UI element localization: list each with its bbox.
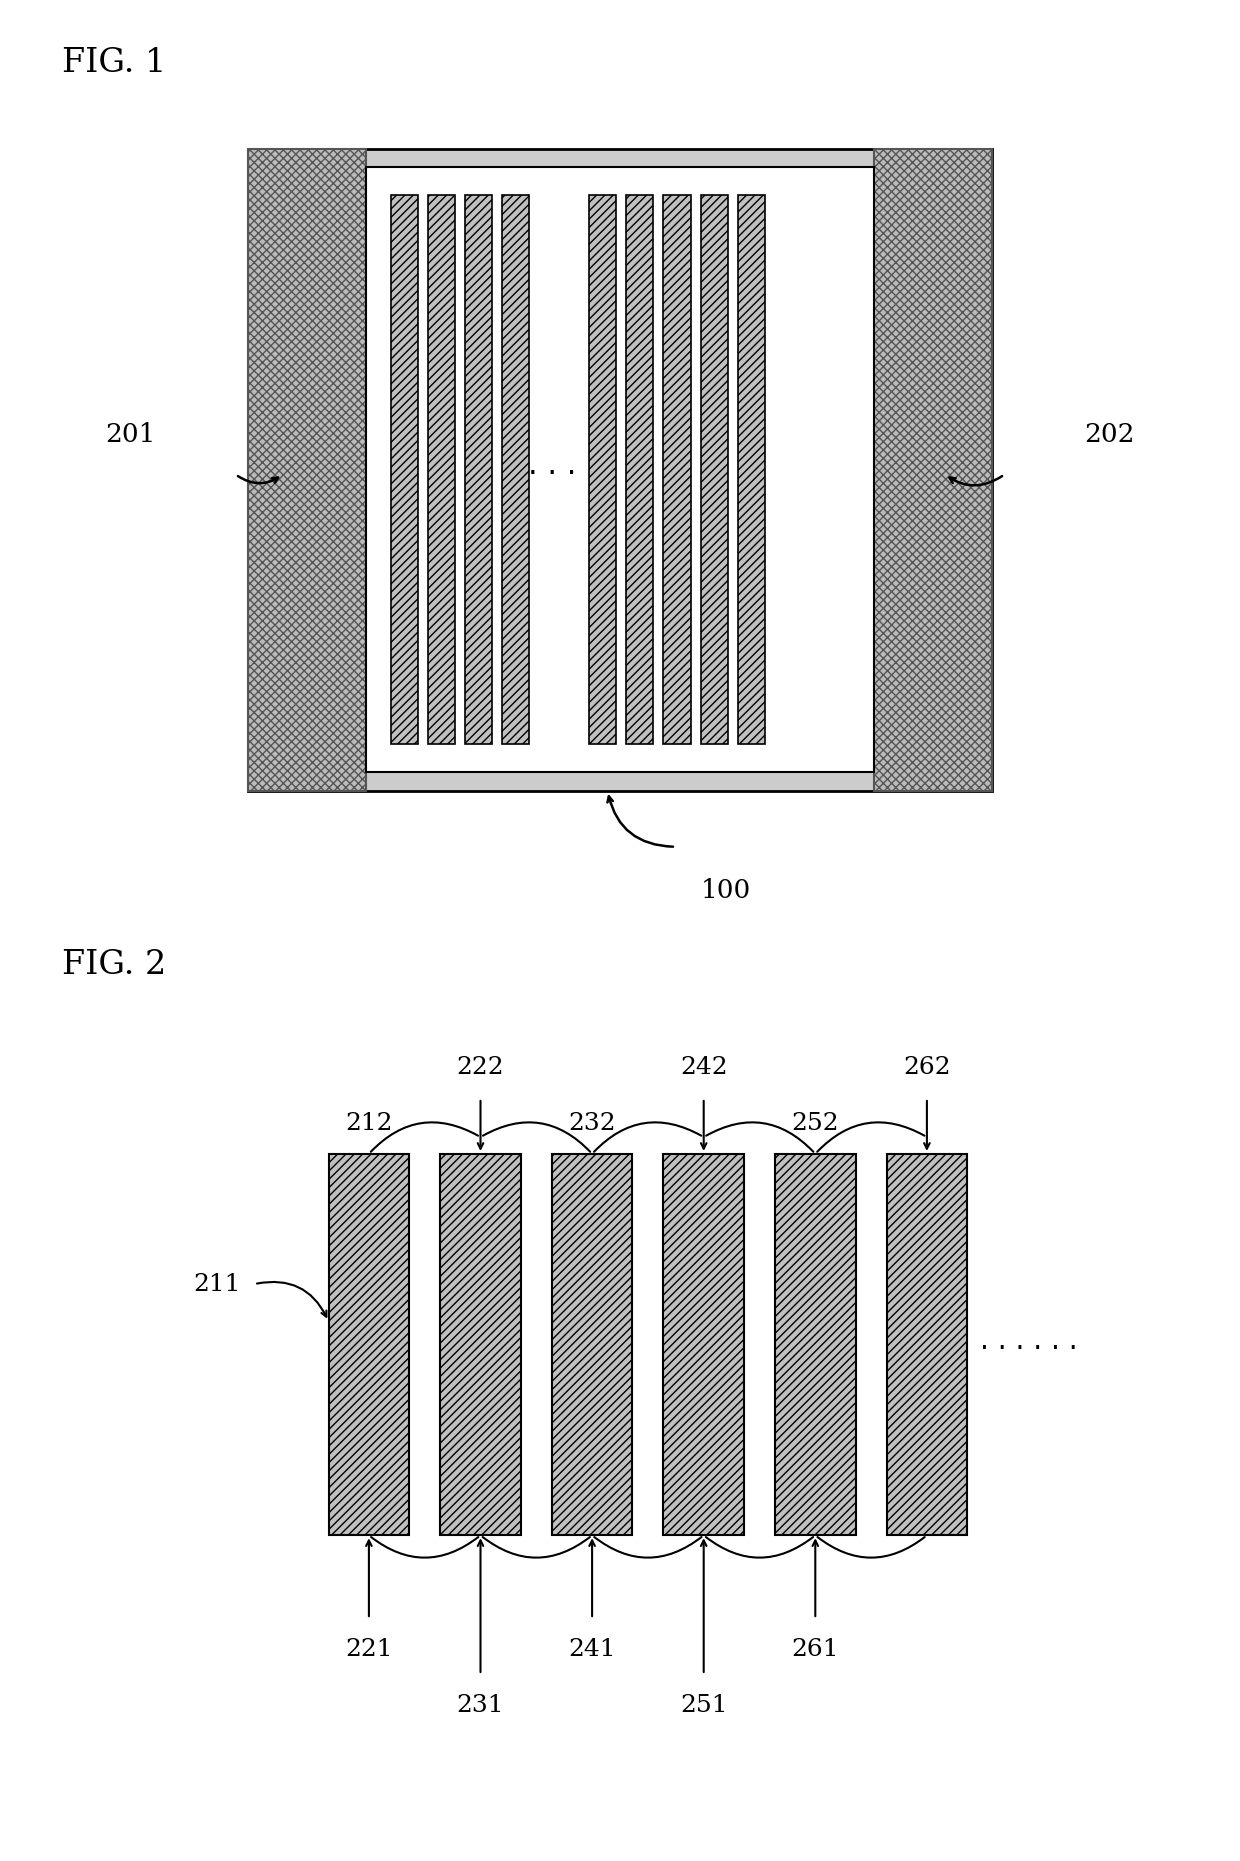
Bar (775, 1154, 856, 1535)
FancyArrowPatch shape (594, 1537, 702, 1558)
Bar (874, 149, 992, 791)
Bar (428, 195, 455, 744)
Text: FIG. 2: FIG. 2 (62, 949, 166, 981)
Bar (663, 195, 691, 744)
Text: 251: 251 (680, 1694, 728, 1716)
Text: 261: 261 (791, 1638, 839, 1660)
FancyArrowPatch shape (706, 1537, 813, 1558)
Bar (626, 195, 653, 744)
Text: 231: 231 (456, 1694, 505, 1716)
Text: 221: 221 (345, 1638, 393, 1660)
Bar (366, 167, 874, 772)
Text: 242: 242 (680, 1057, 728, 1079)
FancyArrowPatch shape (482, 1537, 590, 1558)
Bar (701, 195, 728, 744)
Bar (440, 1154, 521, 1535)
FancyArrowPatch shape (706, 1122, 813, 1152)
Bar (738, 195, 765, 744)
FancyArrowPatch shape (371, 1122, 479, 1152)
Bar (887, 1154, 967, 1535)
FancyArrowPatch shape (594, 1122, 702, 1152)
Text: 202: 202 (1085, 422, 1135, 447)
Text: 212: 212 (345, 1113, 393, 1135)
FancyArrowPatch shape (817, 1537, 925, 1558)
Text: 262: 262 (903, 1057, 951, 1079)
Bar (465, 195, 492, 744)
FancyArrowPatch shape (371, 1537, 479, 1558)
Text: 252: 252 (791, 1113, 839, 1135)
Text: 222: 222 (456, 1057, 505, 1079)
Bar (391, 195, 418, 744)
Bar (552, 1154, 632, 1535)
Bar (248, 149, 992, 791)
Text: 100: 100 (701, 878, 751, 903)
FancyArrowPatch shape (817, 1122, 925, 1152)
Bar (248, 149, 366, 791)
Text: · · · · · ·: · · · · · · (981, 1334, 1078, 1364)
Bar (589, 195, 616, 744)
Bar (663, 1154, 744, 1535)
Text: · · ·: · · · (527, 460, 577, 489)
Text: 241: 241 (568, 1638, 616, 1660)
Text: 232: 232 (568, 1113, 616, 1135)
Text: 211: 211 (193, 1273, 241, 1295)
Text: FIG. 1: FIG. 1 (62, 47, 166, 78)
FancyArrowPatch shape (482, 1122, 590, 1152)
Text: 201: 201 (105, 422, 155, 447)
Bar (502, 195, 529, 744)
Bar (329, 1154, 409, 1535)
